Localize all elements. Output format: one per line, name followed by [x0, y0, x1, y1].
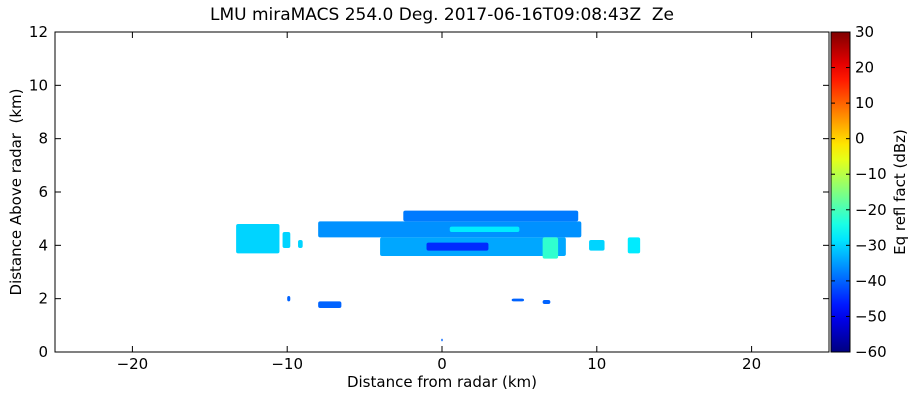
echo-cell	[403, 210, 579, 222]
echo-cell	[627, 237, 641, 254]
colorbar-tick-label: 0	[855, 130, 865, 148]
chart-title: LMU miraMACS 254.0 Deg. 2017-06-16T09:08…	[210, 5, 674, 25]
colorbar-tick-label: −30	[855, 236, 887, 254]
colorbar-tick-label: 20	[855, 59, 874, 77]
y-tick-label: 6	[38, 183, 48, 201]
colorbar-tick-label: −50	[855, 307, 887, 325]
y-tick-label: 4	[38, 236, 48, 254]
x-tick-label: 10	[587, 355, 606, 373]
echo-cell	[511, 298, 525, 302]
echo-cell	[298, 240, 303, 248]
colorbar-tick-label: −40	[855, 272, 887, 290]
colorbar-tick-label: 30	[855, 23, 874, 41]
colorbar-tick-label: −10	[855, 165, 887, 183]
echo-cell	[449, 226, 520, 232]
y-tick-label: 8	[38, 130, 48, 148]
colorbar	[830, 31, 851, 353]
y-tick-label: 2	[38, 290, 48, 308]
echo-cell	[287, 296, 291, 302]
x-tick-label: −20	[117, 355, 149, 373]
echo-cell	[282, 232, 291, 248]
echo-cell	[318, 301, 342, 308]
y-tick-label: 10	[29, 76, 48, 94]
echo-cell	[441, 338, 443, 342]
x-tick-label: −10	[271, 355, 303, 373]
echo-cell	[426, 242, 489, 251]
x-tick-label: 20	[742, 355, 761, 373]
colorbar-tick-label: −60	[855, 343, 887, 361]
x-tick-label: 0	[437, 355, 447, 373]
echo-cell	[236, 224, 280, 254]
x-axis-label: Distance from radar (km)	[347, 373, 537, 391]
colorbar-tick-label: −20	[855, 201, 887, 219]
echo-cell	[542, 300, 551, 304]
plot-frame	[54, 31, 830, 353]
colorbar-tick-label: 10	[855, 94, 874, 112]
y-tick-label: 0	[38, 343, 48, 361]
echo-cell	[542, 237, 559, 259]
echo-cell	[589, 240, 605, 251]
y-tick-label: 12	[29, 23, 48, 41]
y-axis-label: Distance Above radar (km)	[7, 89, 25, 296]
colorbar-label: Eq refl fact (dBz)	[891, 129, 909, 255]
